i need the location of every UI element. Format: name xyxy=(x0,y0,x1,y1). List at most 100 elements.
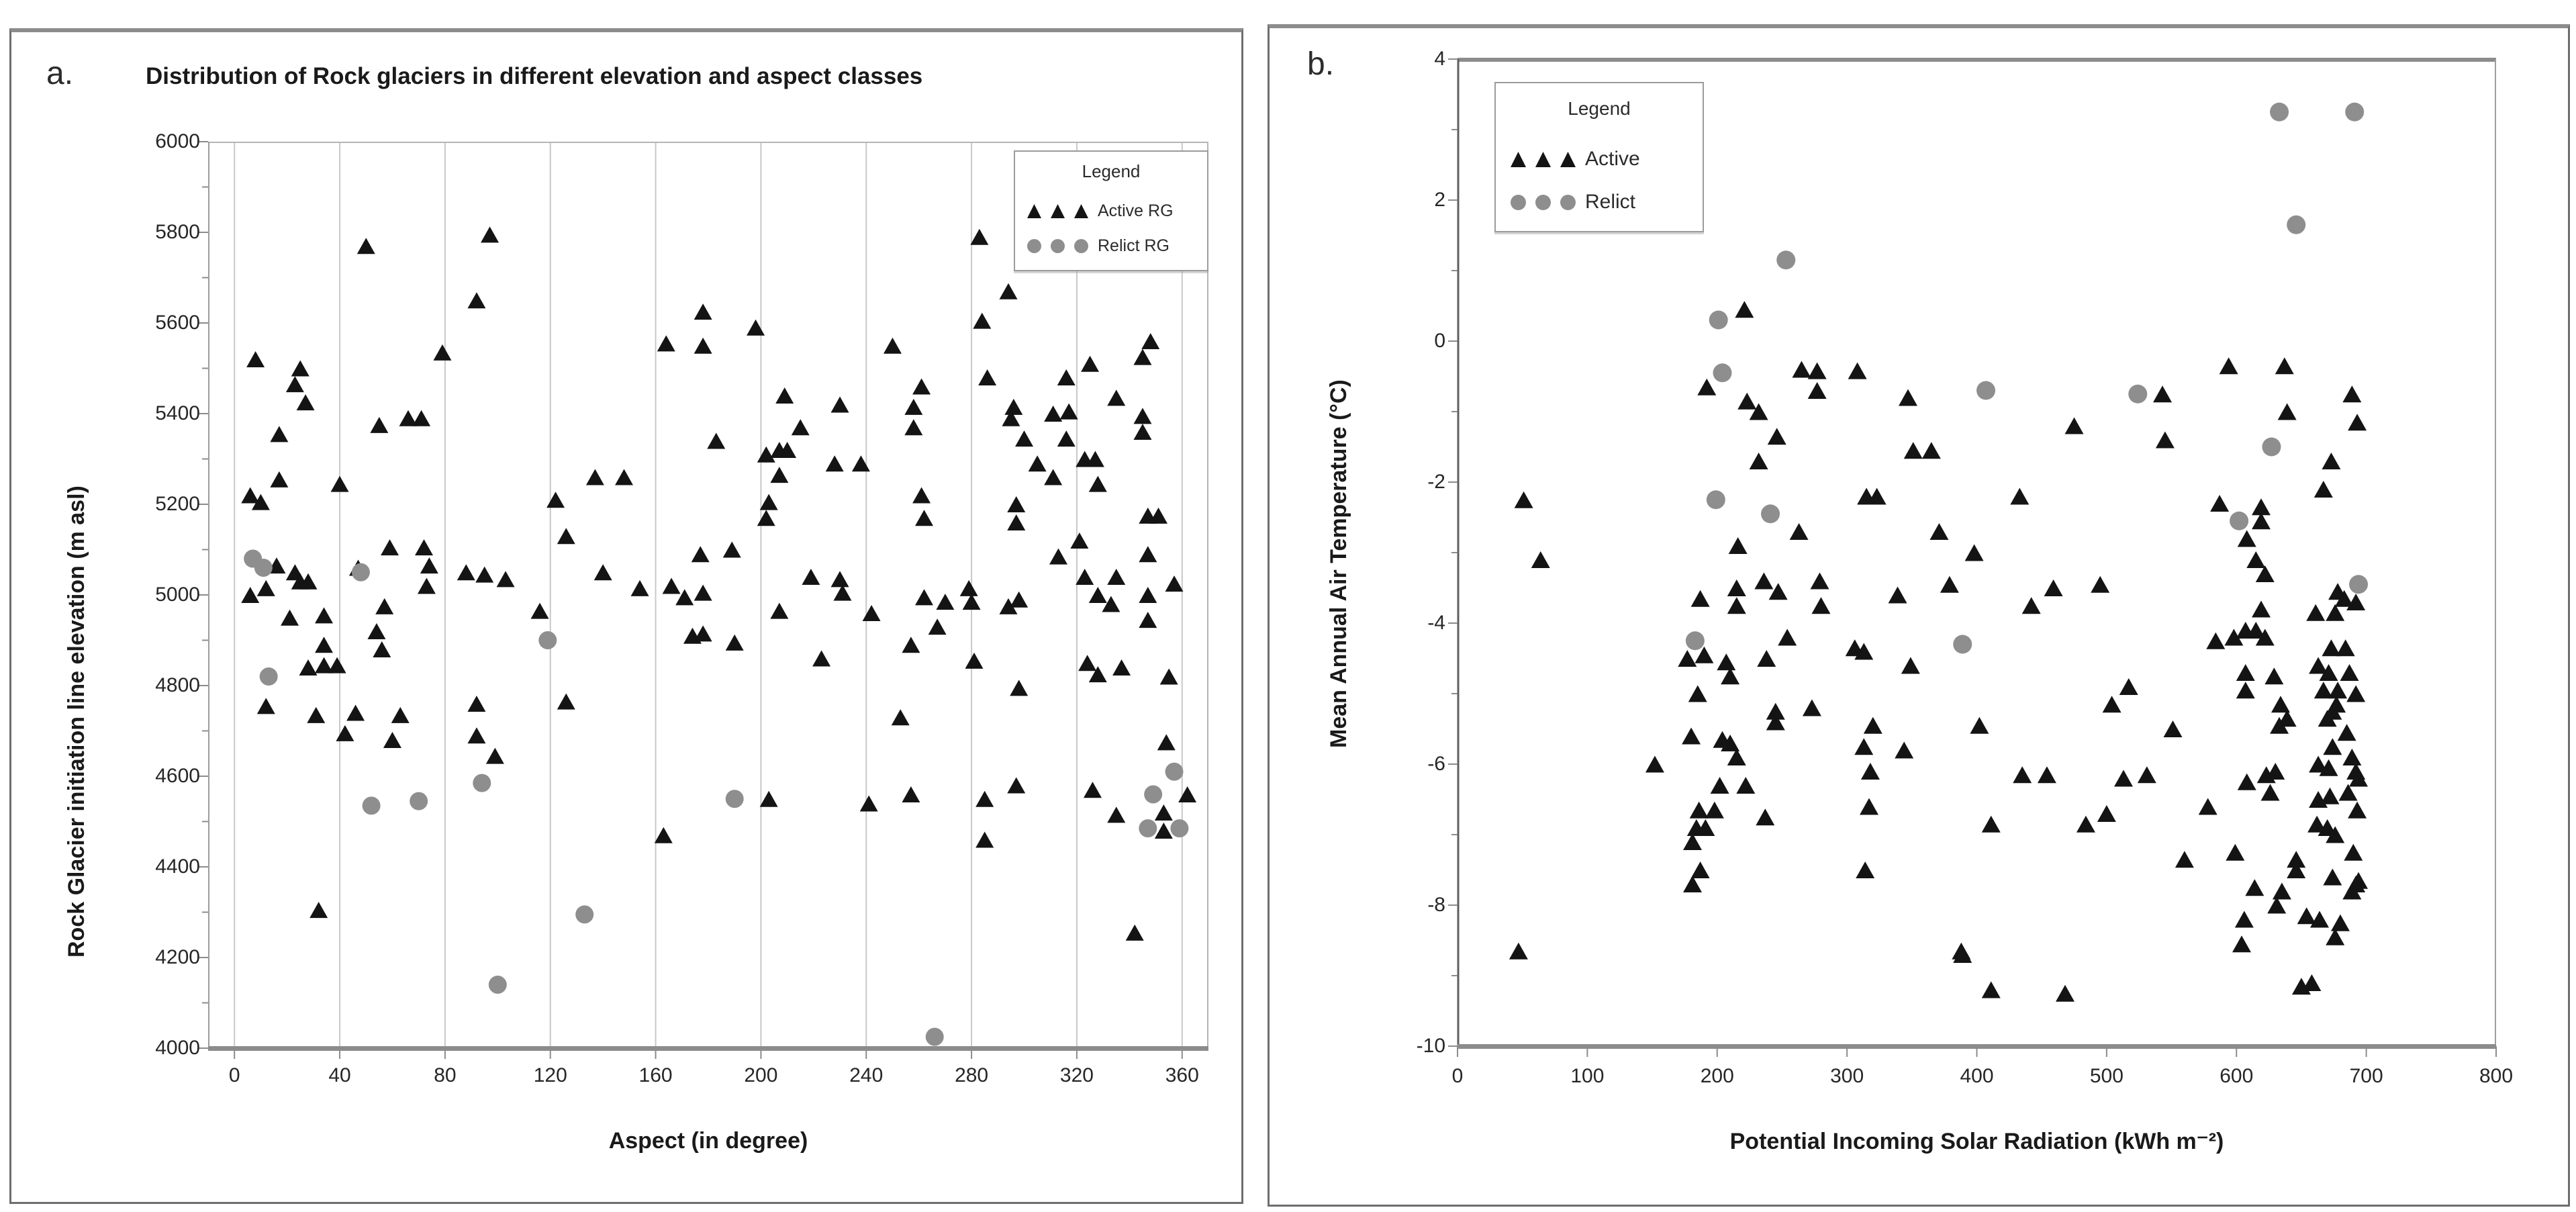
active-point xyxy=(825,455,844,472)
active-point xyxy=(1856,861,1875,878)
active-point xyxy=(2344,843,2363,861)
active-point xyxy=(270,426,289,442)
active-point xyxy=(912,487,931,504)
active-point xyxy=(2255,565,2275,582)
circle-marker-icon xyxy=(1511,194,1576,210)
active-point xyxy=(657,335,675,352)
active-point xyxy=(1149,507,1167,524)
relict-point xyxy=(351,563,370,581)
active-point xyxy=(1514,491,1533,508)
active-point xyxy=(1007,514,1026,530)
active-point xyxy=(1895,741,1914,759)
active-point xyxy=(2264,667,2284,685)
relict-point xyxy=(2262,437,2281,457)
active-point xyxy=(1756,808,1775,826)
active-point xyxy=(1057,369,1076,385)
active-point xyxy=(315,657,334,673)
relict-point xyxy=(254,559,273,577)
active-point xyxy=(2255,628,2275,646)
active-point xyxy=(1807,382,1827,399)
active-point xyxy=(770,602,789,619)
active-point xyxy=(1007,777,1026,794)
active-point xyxy=(346,704,365,721)
y-tick-label: -4 xyxy=(1427,612,1445,634)
active-point xyxy=(970,228,989,245)
relict-point xyxy=(410,792,428,810)
chart-a-x-axis-label: Aspect (in degree) xyxy=(608,1128,808,1154)
active-point xyxy=(675,589,694,606)
active-point xyxy=(2119,678,2138,695)
active-point xyxy=(2234,911,2254,928)
active-point xyxy=(2266,763,2285,780)
active-point xyxy=(1727,579,1746,596)
active-point xyxy=(791,419,810,436)
chart-b-svg xyxy=(1448,58,2497,1057)
active-point xyxy=(725,634,744,651)
active-point xyxy=(1778,628,1797,646)
active-point xyxy=(299,573,318,590)
active-point xyxy=(2346,685,2366,702)
active-point xyxy=(1903,442,1923,459)
chart-b-x-axis-label: Potential Incoming Solar Radiation (kWh … xyxy=(1729,1129,2224,1154)
active-point xyxy=(2340,664,2359,681)
active-point xyxy=(615,469,634,485)
active-point xyxy=(330,475,349,492)
active-point xyxy=(975,790,994,807)
active-point xyxy=(1107,389,1126,406)
active-point xyxy=(2342,385,2362,403)
active-point xyxy=(370,416,389,433)
active-point xyxy=(2318,710,2337,727)
y-tick-label: 4000 xyxy=(155,1037,200,1059)
relict-points xyxy=(244,549,1189,1046)
active-point xyxy=(928,618,947,635)
active-point xyxy=(1749,403,1768,420)
active-point xyxy=(830,571,849,588)
active-point xyxy=(296,394,315,411)
chart-a-svg xyxy=(199,141,1208,1059)
y-tick-label: -2 xyxy=(1427,471,1445,493)
active-point xyxy=(307,706,326,723)
x-tick-label: 0 xyxy=(1451,1065,1464,1087)
chart-a-y-axis-label: Rock Glacier initiation line elevation (… xyxy=(64,485,89,958)
active-point xyxy=(2237,773,2256,790)
x-tick-label: 400 xyxy=(1960,1065,1994,1087)
active-point xyxy=(1076,569,1094,585)
active-point xyxy=(1088,587,1107,603)
active-point xyxy=(2155,431,2175,449)
active-point xyxy=(1102,596,1120,612)
active-point xyxy=(241,587,260,603)
active-point xyxy=(2251,498,2271,516)
active-point xyxy=(2342,882,2362,900)
active-point xyxy=(2346,594,2366,610)
x-tick-label: 160 xyxy=(638,1064,673,1086)
active-point xyxy=(1766,713,1785,731)
active-point xyxy=(1737,392,1757,410)
y-tick-label: 4400 xyxy=(155,855,200,878)
active-point xyxy=(2044,579,2063,596)
active-point xyxy=(1854,738,1874,755)
active-point xyxy=(1141,333,1160,349)
active-point xyxy=(1859,798,1878,815)
active-point xyxy=(1645,755,1664,773)
active-point xyxy=(1133,348,1152,365)
active-point xyxy=(2348,801,2367,819)
relict-point xyxy=(1713,363,1732,383)
relict-point xyxy=(1761,504,1780,524)
y-tick-label: 4 xyxy=(1434,48,1445,70)
active-point xyxy=(707,432,726,449)
active-point xyxy=(1929,523,1949,540)
active-point xyxy=(1531,551,1550,568)
chart-a-frame xyxy=(208,142,1208,1051)
active-point xyxy=(420,557,438,574)
active-point xyxy=(959,579,978,596)
active-point xyxy=(2010,487,2030,505)
relict-point xyxy=(473,774,491,792)
active-point xyxy=(2236,682,2255,699)
legend-entry-label: Active RG xyxy=(1098,201,1174,220)
panel-a: a. Distribution of Rock glaciers in diff… xyxy=(9,28,1243,1204)
active-point xyxy=(975,831,994,848)
active-point xyxy=(1133,424,1152,440)
active-point xyxy=(1802,699,1821,716)
active-point xyxy=(2322,639,2341,657)
active-point xyxy=(1705,801,1724,819)
